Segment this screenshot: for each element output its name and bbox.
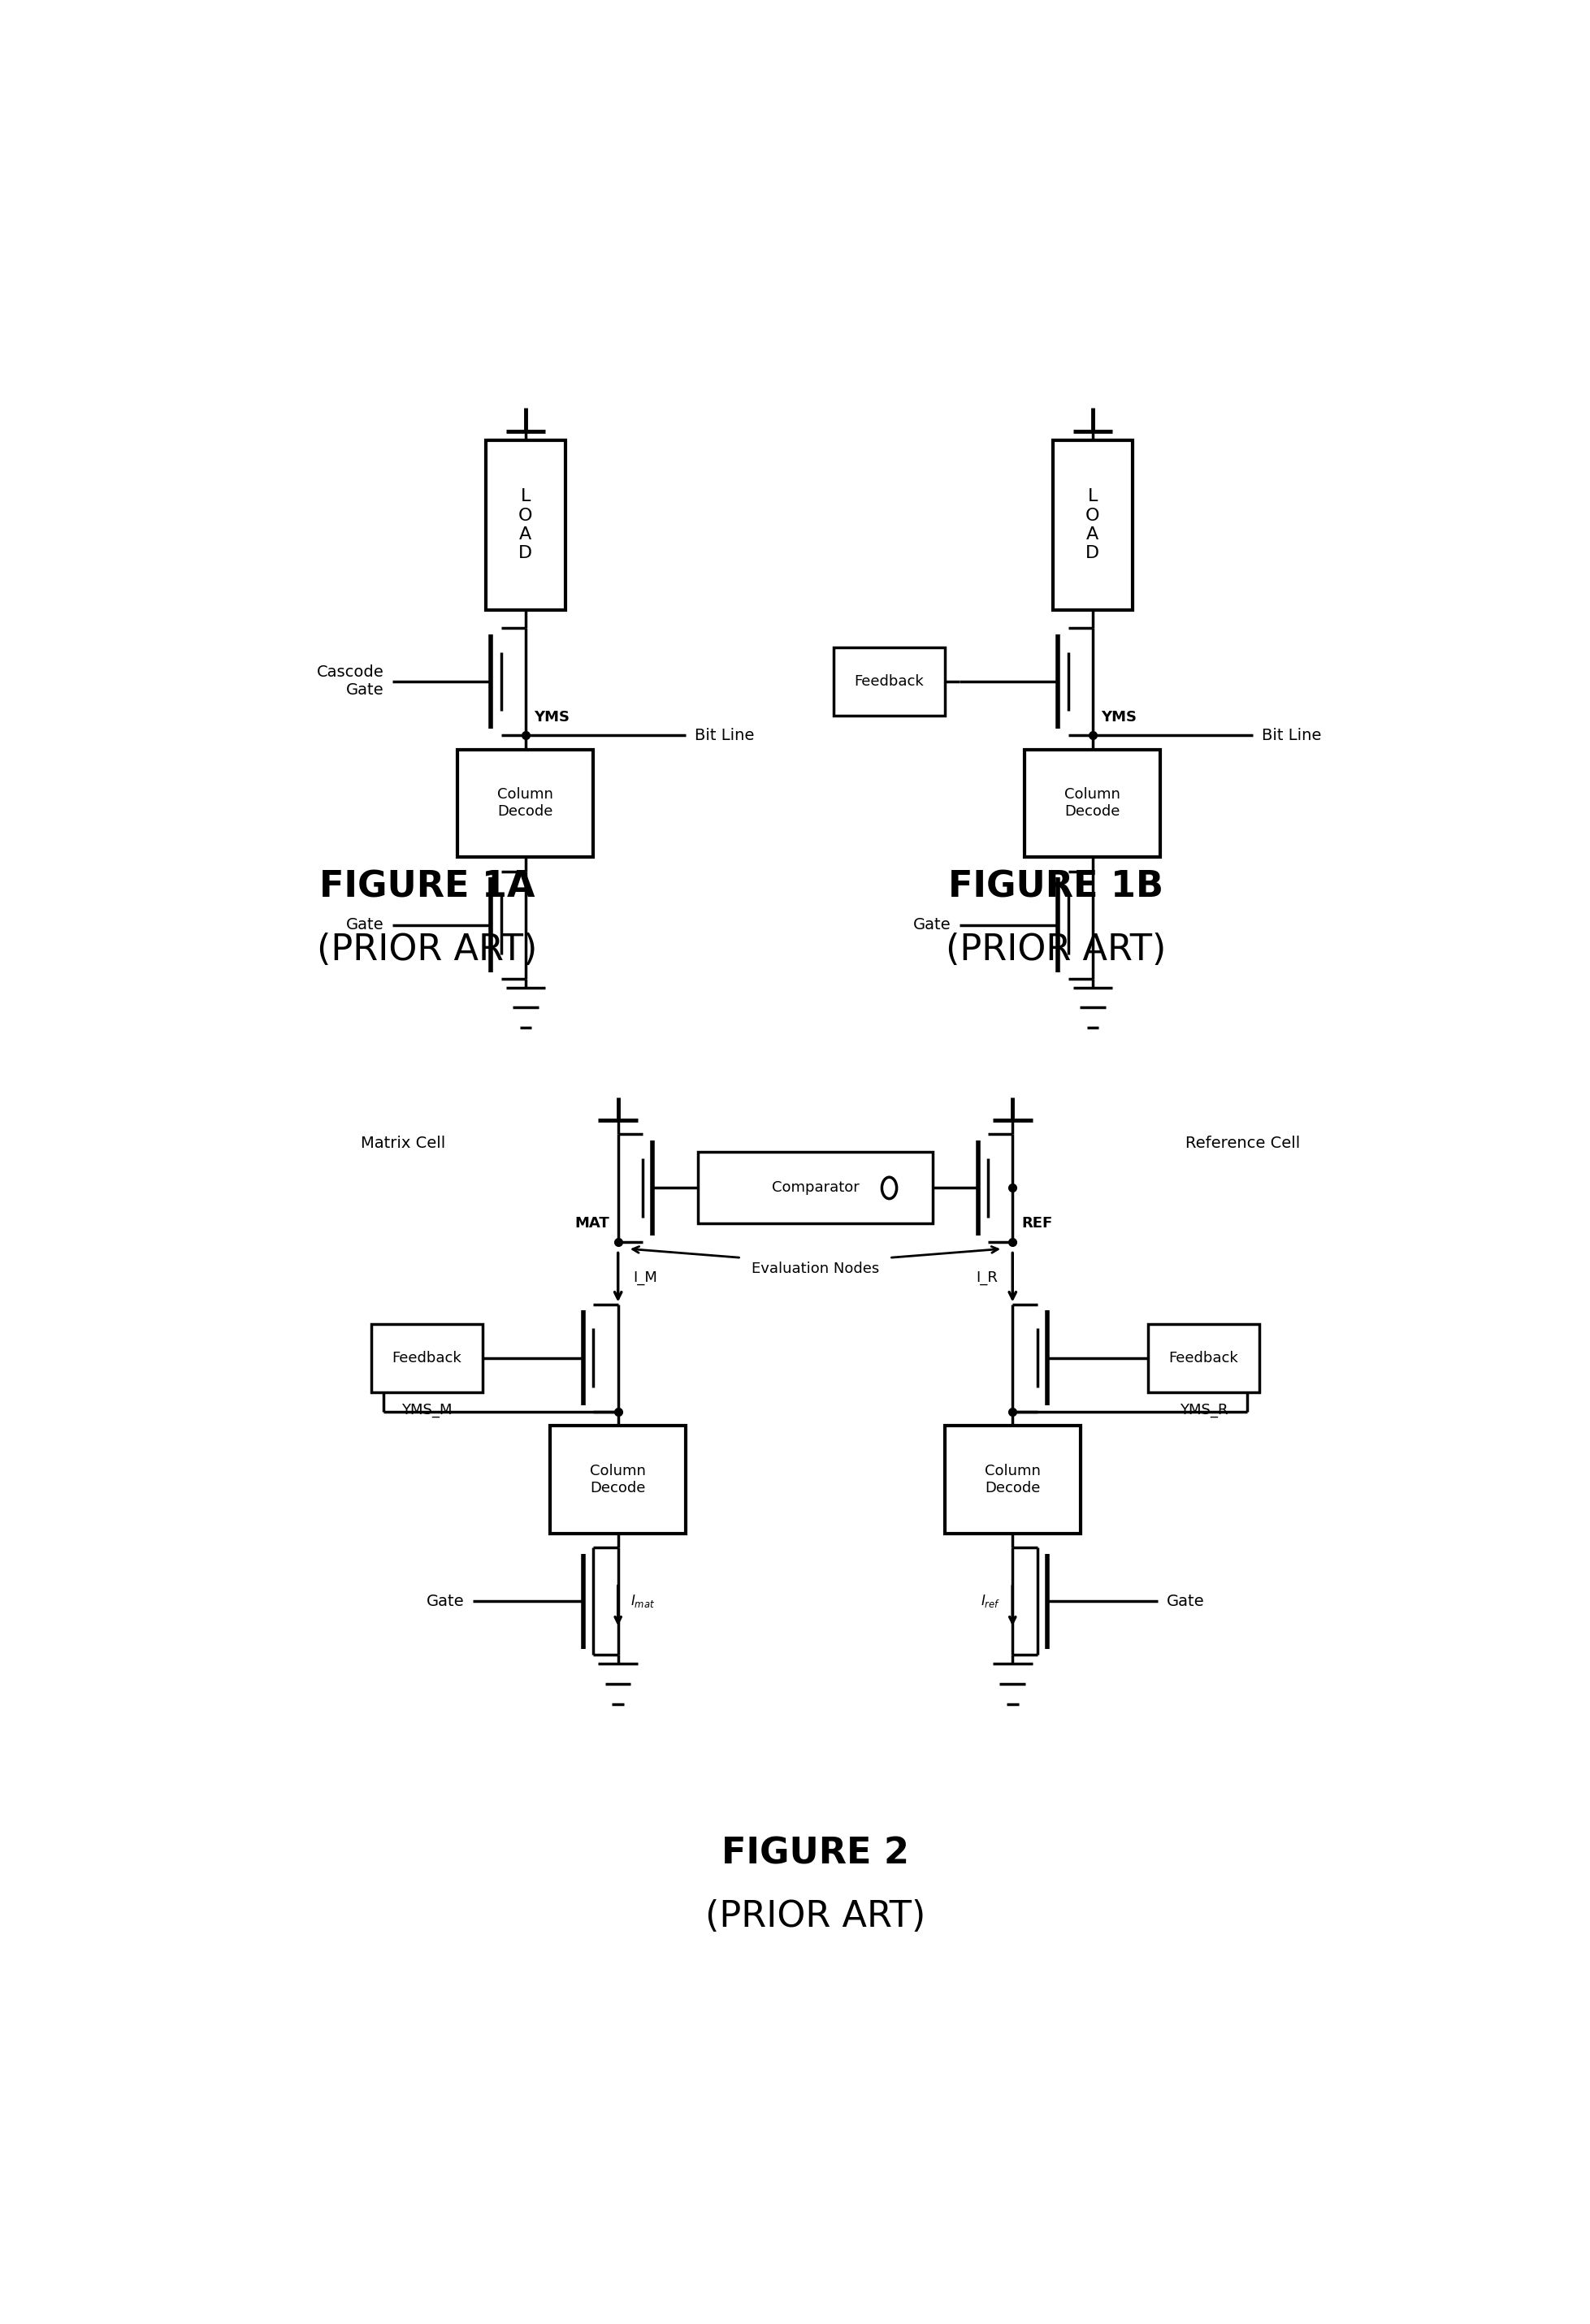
Text: Feedback: Feedback bbox=[854, 674, 924, 688]
Text: Bit Line: Bit Line bbox=[695, 727, 754, 744]
Text: YMS: YMS bbox=[1100, 709, 1137, 725]
Text: Column
Decode: Column Decode bbox=[498, 788, 553, 818]
Text: Gate: Gate bbox=[1165, 1594, 1204, 1608]
Text: Feedback: Feedback bbox=[391, 1350, 461, 1364]
Text: FIGURE 2: FIGURE 2 bbox=[722, 1836, 908, 1871]
Text: (PRIOR ART): (PRIOR ART) bbox=[316, 932, 537, 967]
Text: REF: REF bbox=[1021, 1215, 1051, 1232]
FancyBboxPatch shape bbox=[698, 1153, 932, 1225]
FancyBboxPatch shape bbox=[944, 1427, 1080, 1534]
Text: Comparator: Comparator bbox=[771, 1181, 859, 1195]
FancyBboxPatch shape bbox=[833, 648, 944, 716]
FancyBboxPatch shape bbox=[370, 1325, 482, 1392]
Text: Bit Line: Bit Line bbox=[1261, 727, 1321, 744]
Text: YMS_M: YMS_M bbox=[401, 1404, 452, 1418]
Text: Gate: Gate bbox=[345, 918, 383, 932]
Text: Reference Cell: Reference Cell bbox=[1185, 1136, 1299, 1150]
Text: (PRIOR ART): (PRIOR ART) bbox=[944, 932, 1165, 967]
Text: Gate: Gate bbox=[913, 918, 951, 932]
Text: Matrix Cell: Matrix Cell bbox=[361, 1136, 445, 1150]
Text: Cascode
Gate: Cascode Gate bbox=[316, 665, 383, 697]
Text: (PRIOR ART): (PRIOR ART) bbox=[704, 1899, 925, 1934]
Text: I_M: I_M bbox=[633, 1271, 657, 1285]
Text: $I_{mat}$: $I_{mat}$ bbox=[630, 1594, 655, 1611]
Text: FIGURE 1A: FIGURE 1A bbox=[320, 869, 534, 904]
Text: Feedback: Feedback bbox=[1169, 1350, 1239, 1364]
FancyBboxPatch shape bbox=[458, 751, 593, 858]
Text: L
O
A
D: L O A D bbox=[518, 488, 533, 562]
Text: $I_{ref}$: $I_{ref}$ bbox=[979, 1594, 1000, 1611]
Text: YMS: YMS bbox=[534, 709, 569, 725]
Text: Column
Decode: Column Decode bbox=[590, 1464, 646, 1494]
Text: L
O
A
D: L O A D bbox=[1084, 488, 1099, 562]
FancyBboxPatch shape bbox=[485, 439, 566, 609]
FancyBboxPatch shape bbox=[1053, 439, 1132, 609]
Text: MAT: MAT bbox=[574, 1215, 609, 1232]
Text: Column
Decode: Column Decode bbox=[984, 1464, 1040, 1494]
Text: Evaluation Nodes: Evaluation Nodes bbox=[750, 1262, 879, 1276]
Text: Gate: Gate bbox=[426, 1594, 464, 1608]
Text: YMS_R: YMS_R bbox=[1178, 1404, 1227, 1418]
FancyBboxPatch shape bbox=[550, 1427, 685, 1534]
Text: I_R: I_R bbox=[975, 1271, 997, 1285]
FancyBboxPatch shape bbox=[1148, 1325, 1259, 1392]
FancyBboxPatch shape bbox=[1024, 751, 1159, 858]
Text: Column
Decode: Column Decode bbox=[1064, 788, 1119, 818]
Text: FIGURE 1B: FIGURE 1B bbox=[948, 869, 1162, 904]
